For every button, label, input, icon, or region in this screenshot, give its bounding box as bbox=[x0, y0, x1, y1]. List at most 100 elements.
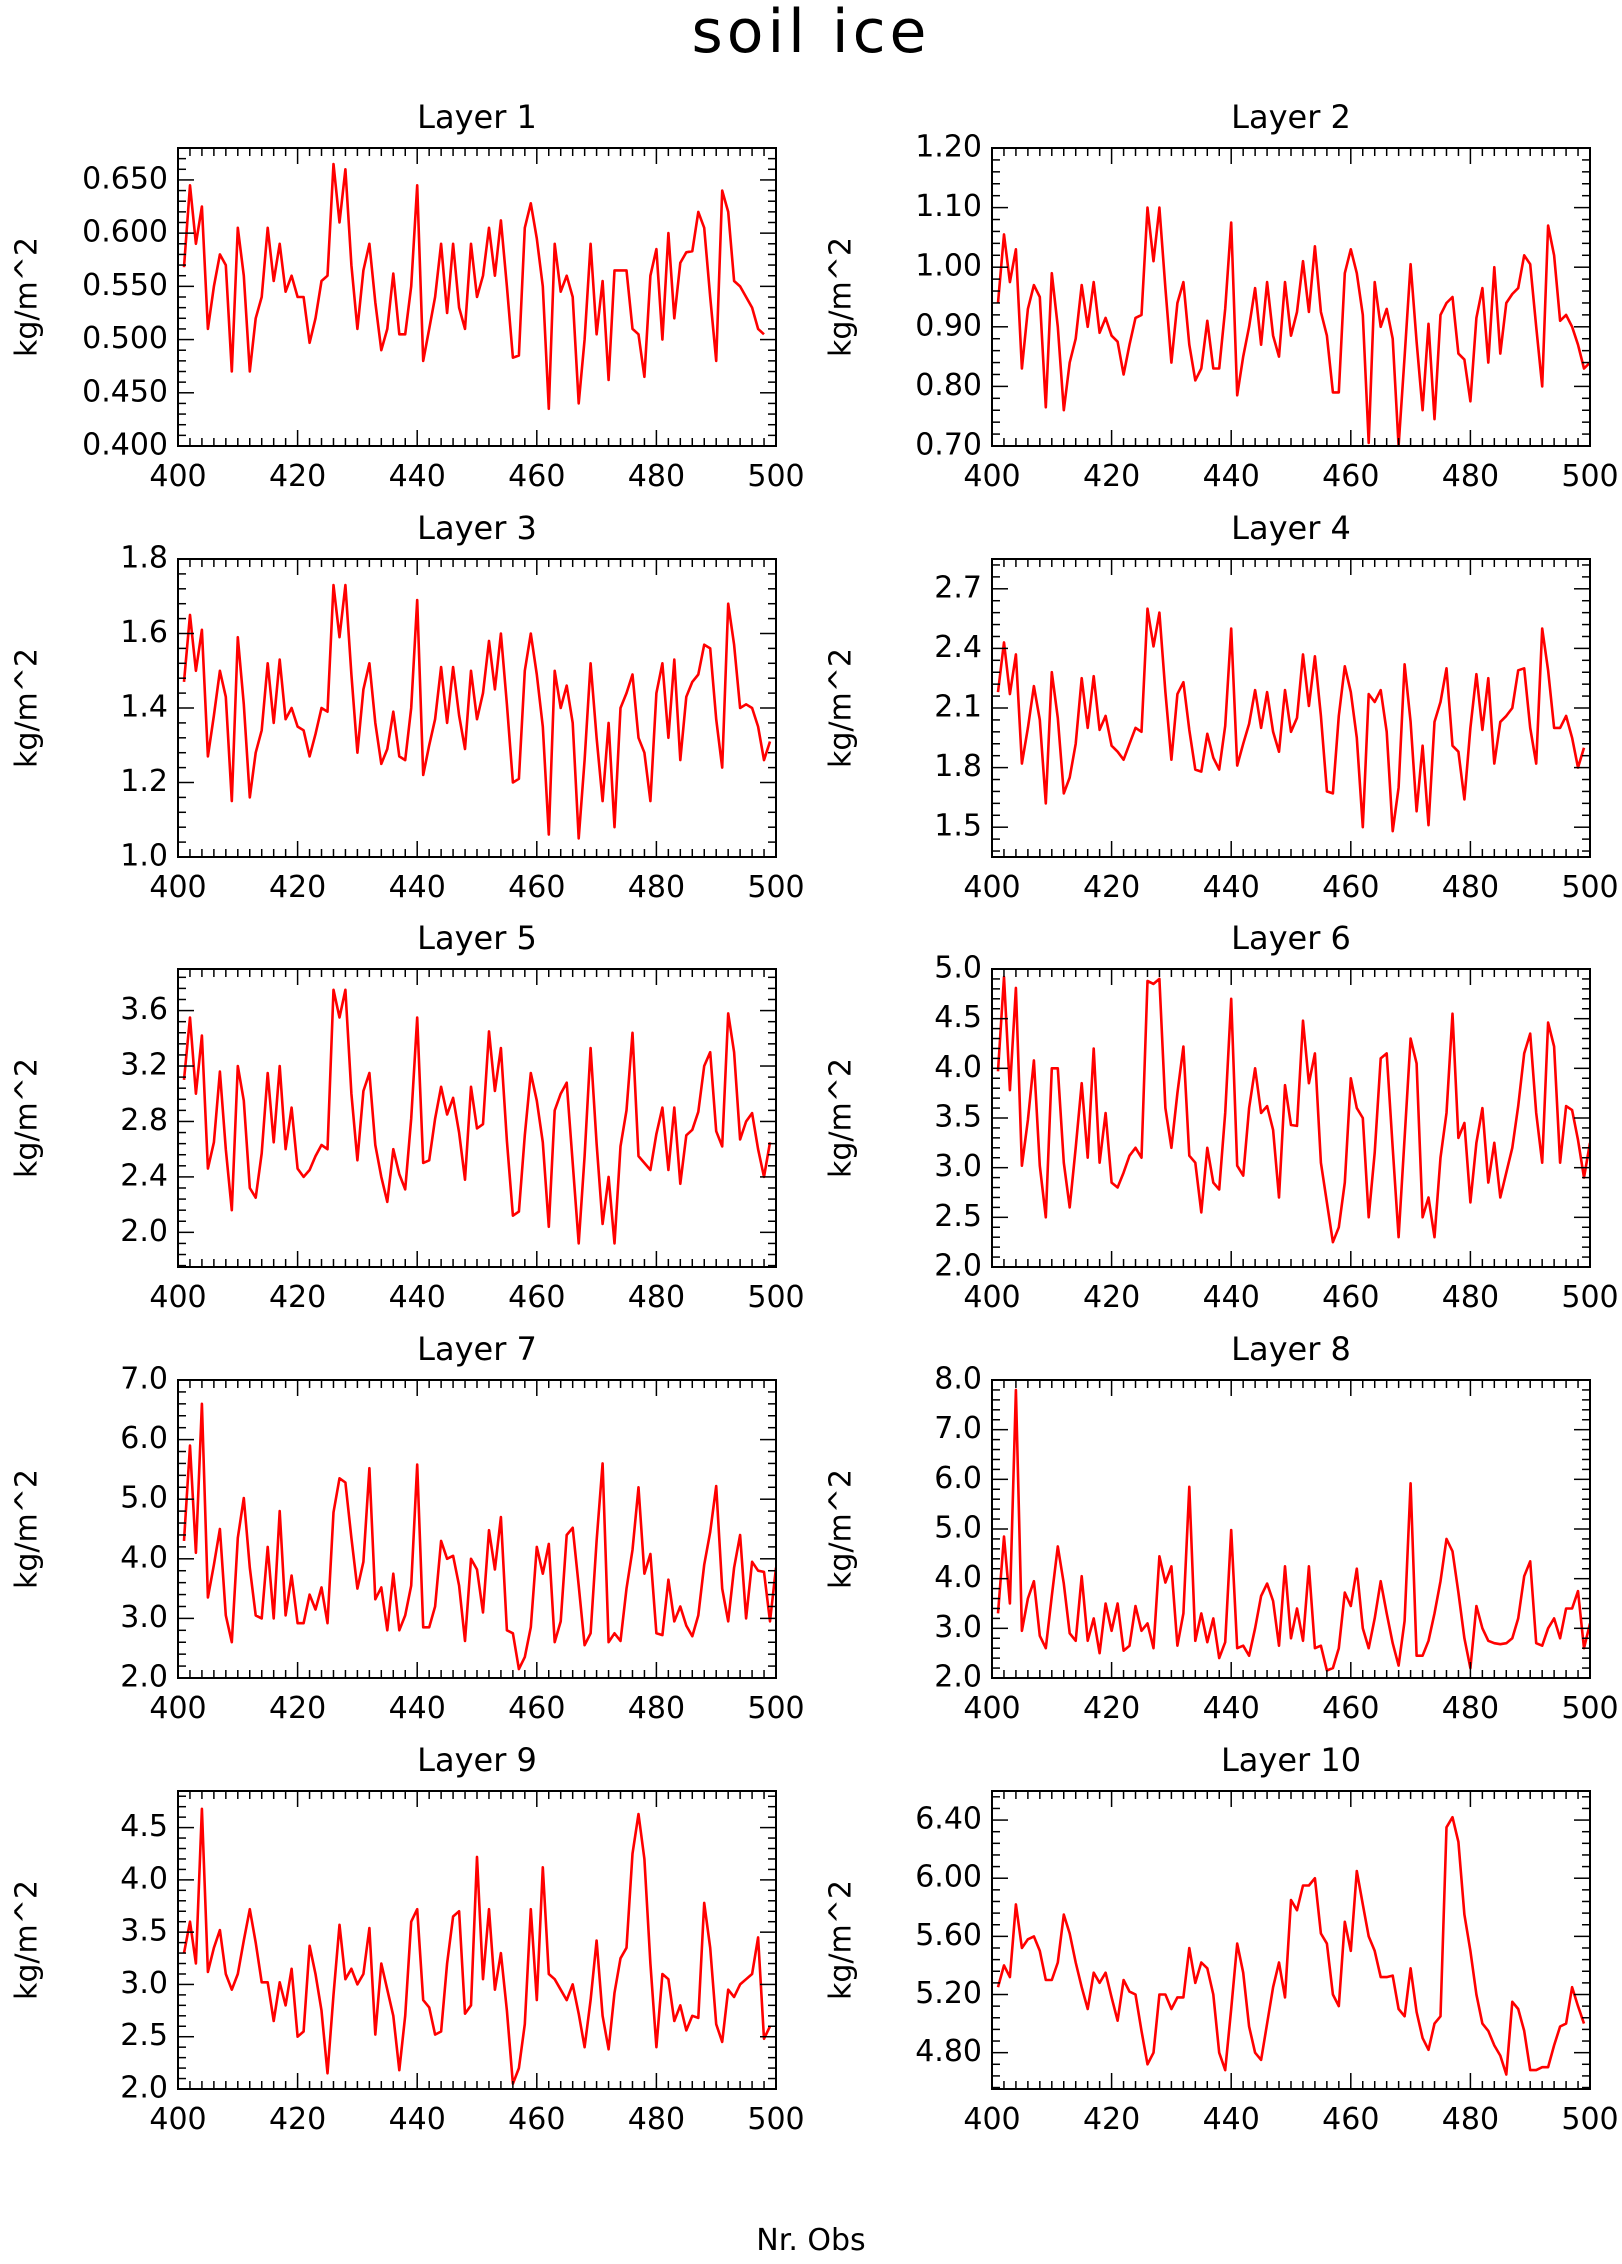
x-tick-label: 500 bbox=[1561, 459, 1618, 494]
series-line bbox=[182, 1807, 772, 2086]
y-tick-label: 1.20 bbox=[915, 130, 982, 165]
x-tick-label: 440 bbox=[389, 1280, 446, 1315]
x-tick-label: 420 bbox=[1083, 1280, 1140, 1315]
series-line bbox=[996, 1815, 1586, 2076]
panel-title: Layer 10 bbox=[1221, 1741, 1361, 1779]
y-axis-label: kg/m^2 bbox=[10, 648, 45, 768]
series-line bbox=[182, 1402, 776, 1671]
x-tick-label: 460 bbox=[508, 1280, 565, 1315]
y-tick-label: 3.2 bbox=[120, 1048, 168, 1083]
y-tick-label: 7.0 bbox=[120, 1362, 168, 1397]
y-tick-label: 6.00 bbox=[915, 1860, 982, 1895]
y-tick-label: 3.0 bbox=[120, 1600, 168, 1635]
x-tick-label: 500 bbox=[1561, 2102, 1618, 2137]
y-tick-label: 5.0 bbox=[934, 1511, 982, 1546]
y-tick-label: 2.4 bbox=[934, 630, 982, 665]
x-tick-label: 440 bbox=[1203, 870, 1260, 905]
y-tick-label: 6.0 bbox=[120, 1421, 168, 1456]
y-tick-label: 2.0 bbox=[934, 1660, 982, 1695]
panel-layer-10: Layer 10 kg/m^2 400 420 440 460 480 500 4.80 5.20… bbox=[824, 1741, 1619, 2137]
x-tick-label: 480 bbox=[1442, 459, 1499, 494]
x-tick-label: 440 bbox=[1203, 1691, 1260, 1726]
panel-layer-1: Layer 1 kg/m^2 400 420 440 460 480 500 0.400 0.45… bbox=[10, 98, 805, 494]
x-tick-label: 460 bbox=[508, 2102, 565, 2137]
x-tick-label: 500 bbox=[1561, 1280, 1618, 1315]
series-line bbox=[182, 162, 765, 411]
x-tick-label: 480 bbox=[628, 2102, 685, 2137]
panel-layer-4: Layer 4 kg/m^2 400 420 440 460 480 500 1.5 1.8 2.1… bbox=[824, 509, 1619, 905]
y-axis-label: kg/m^2 bbox=[824, 1058, 859, 1178]
y-tick-label: 1.8 bbox=[120, 541, 168, 576]
x-tick-label: 400 bbox=[149, 2102, 206, 2137]
x-tick-label: 440 bbox=[1203, 459, 1260, 494]
x-tick-label: 440 bbox=[1203, 1280, 1260, 1315]
y-tick-label: 2.5 bbox=[934, 1199, 982, 1234]
panel-layer-8: Layer 8 kg/m^2 400 420 440 460 480 500 2.0 3.0 4.0… bbox=[824, 1330, 1619, 1726]
x-tick-label: 460 bbox=[1322, 870, 1379, 905]
x-tick-label: 400 bbox=[149, 459, 206, 494]
x-tick-label: 400 bbox=[963, 870, 1020, 905]
y-tick-label: 3.6 bbox=[120, 992, 168, 1027]
x-tick-label: 460 bbox=[508, 459, 565, 494]
y-tick-label: 1.8 bbox=[934, 749, 982, 784]
x-tick-label: 460 bbox=[1322, 459, 1379, 494]
y-tick-label: 0.600 bbox=[82, 215, 168, 250]
x-tick-label: 440 bbox=[389, 2102, 446, 2137]
y-tick-label: 0.400 bbox=[82, 428, 168, 463]
y-tick-label: 1.10 bbox=[915, 189, 982, 224]
x-tick-label: 500 bbox=[747, 1280, 804, 1315]
y-tick-label: 5.60 bbox=[915, 1918, 982, 1953]
y-axis-label: kg/m^2 bbox=[10, 1880, 45, 2000]
x-tick-label: 440 bbox=[389, 1691, 446, 1726]
panel-layer-2: Layer 2 kg/m^2 400 420 440 460 480 500 0.70 0.80 0… bbox=[824, 98, 1619, 494]
y-tick-label: 3.5 bbox=[120, 1914, 168, 1949]
x-tick-label: 460 bbox=[1322, 1691, 1379, 1726]
y-tick-label: 4.0 bbox=[934, 1050, 982, 1085]
y-axis-label: kg/m^2 bbox=[824, 1880, 859, 2000]
y-tick-label: 5.20 bbox=[915, 1976, 982, 2011]
y-tick-label: 2.0 bbox=[120, 1214, 168, 1249]
x-tick-label: 460 bbox=[508, 1691, 565, 1726]
y-tick-label: 2.8 bbox=[120, 1103, 168, 1138]
y-tick-label: 2.1 bbox=[934, 690, 982, 725]
y-tick-label: 1.0 bbox=[120, 839, 168, 874]
y-tick-label: 4.5 bbox=[934, 1000, 982, 1035]
panel-layer-5: Layer 5 kg/m^2 400 420 440 460 480 500 2.0 2.4 2.8… bbox=[10, 919, 805, 1315]
x-tick-label: 500 bbox=[747, 2102, 804, 2137]
y-tick-label: 8.0 bbox=[934, 1362, 982, 1397]
y-tick-label: 5.0 bbox=[934, 951, 982, 986]
panels: Layer 1 kg/m^2 400 420 440 460 480 500 0.400 0.45… bbox=[10, 98, 1619, 2137]
x-tick-label: 460 bbox=[1322, 2102, 1379, 2137]
x-tick-label: 420 bbox=[269, 2102, 326, 2137]
panel-layer-6: Layer 6 kg/m^2 400 420 440 460 480 500 2.0 2.5 3.0… bbox=[824, 919, 1619, 1315]
x-tick-label: 480 bbox=[1442, 870, 1499, 905]
x-tick-label: 500 bbox=[1561, 1691, 1618, 1726]
x-tick-label: 420 bbox=[269, 1280, 326, 1315]
x-tick-label: 480 bbox=[1442, 1280, 1499, 1315]
y-tick-label: 2.5 bbox=[120, 2018, 168, 2053]
y-tick-label: 1.4 bbox=[120, 690, 168, 725]
x-tick-label: 420 bbox=[1083, 870, 1140, 905]
series-line bbox=[996, 1388, 1590, 1672]
x-tick-label: 500 bbox=[1561, 870, 1618, 905]
x-tick-label: 420 bbox=[269, 1691, 326, 1726]
x-tick-label: 460 bbox=[508, 870, 565, 905]
y-tick-label: 1.6 bbox=[120, 615, 168, 650]
x-tick-label: 400 bbox=[149, 1691, 206, 1726]
panel-title: Layer 8 bbox=[1231, 1330, 1351, 1368]
x-tick-label: 400 bbox=[963, 1280, 1020, 1315]
y-tick-label: 0.70 bbox=[915, 428, 982, 463]
y-tick-label: 1.5 bbox=[934, 809, 982, 844]
y-axis-label: kg/m^2 bbox=[10, 1469, 45, 1589]
y-tick-label: 4.0 bbox=[120, 1861, 168, 1896]
series-line bbox=[996, 975, 1590, 1244]
y-tick-label: 4.5 bbox=[120, 1809, 168, 1844]
y-tick-label: 6.40 bbox=[915, 1802, 982, 1837]
panel-title: Layer 5 bbox=[417, 919, 537, 957]
x-tick-label: 400 bbox=[149, 1280, 206, 1315]
x-tick-label: 480 bbox=[628, 870, 685, 905]
x-tick-label: 480 bbox=[628, 1691, 685, 1726]
y-axis-label: kg/m^2 bbox=[824, 1469, 859, 1589]
